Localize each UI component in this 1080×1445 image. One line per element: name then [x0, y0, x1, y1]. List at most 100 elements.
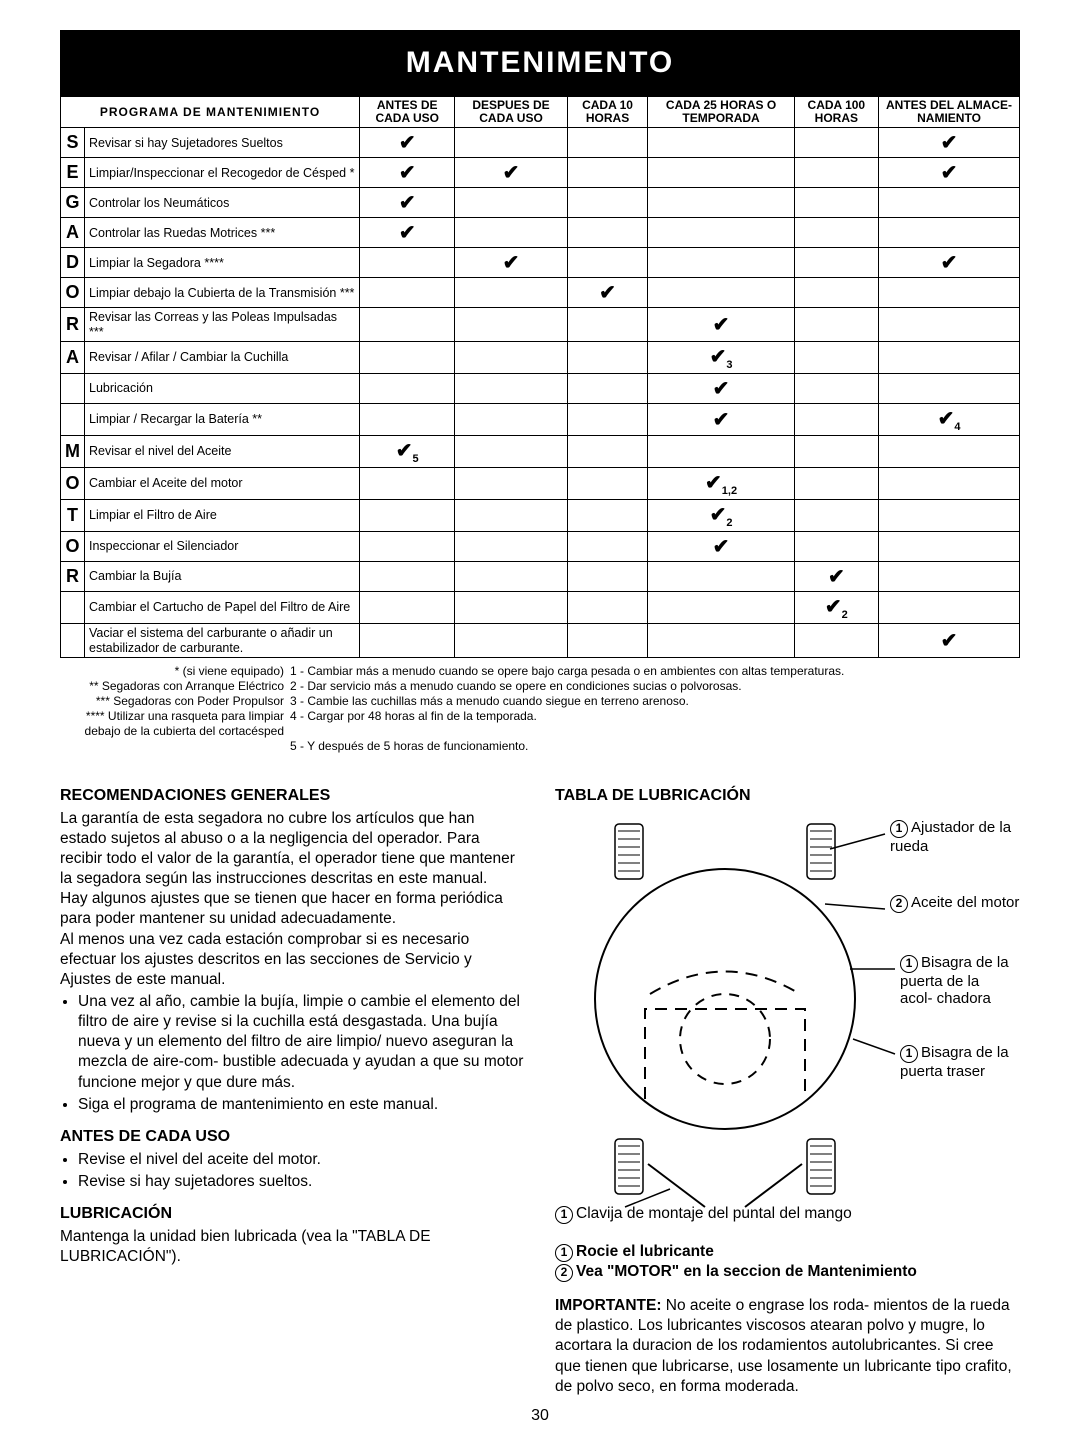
- task-cell: Lubricación: [85, 374, 360, 404]
- check-cell: [567, 562, 648, 592]
- side-letter: O: [61, 532, 85, 562]
- check-cell: [794, 436, 878, 468]
- check-cell: [879, 308, 1020, 342]
- footnote-right: 1 - Cambiar más a menudo cuando se opere…: [290, 664, 1020, 679]
- footnotes: * (si viene equipado)1 - Cambiar más a m…: [60, 664, 1020, 754]
- right-column: TABLA DE LUBRICACIÓN: [555, 774, 1020, 1397]
- col-5: ANTES DEL ALMACE- NAMIENTO: [879, 97, 1020, 128]
- check-cell: [648, 436, 794, 468]
- para-2: Hay algunos ajustes que se tienen que ha…: [60, 889, 525, 929]
- task-cell: Limpiar el Filtro de Aire: [85, 500, 360, 532]
- col-0: ANTES DE CADA USO: [360, 97, 455, 128]
- left-column: RECOMENDACIONES GENERALES La garantía de…: [60, 774, 525, 1397]
- check-cell: ✔: [879, 248, 1020, 278]
- check-cell: [794, 532, 878, 562]
- check-cell: [455, 404, 567, 436]
- banner-title: MANTENIMENTO: [60, 30, 1020, 96]
- check-cell: [360, 532, 455, 562]
- check-cell: [879, 278, 1020, 308]
- importante-label: IMPORTANTE:: [555, 1297, 661, 1314]
- check-cell: [794, 624, 878, 658]
- task-cell: Revisar el nivel del Aceite: [85, 436, 360, 468]
- check-cell: [455, 374, 567, 404]
- check-cell: ✔: [879, 158, 1020, 188]
- para-3: Al menos una vez cada estación comprobar…: [60, 930, 525, 990]
- key-2: Vea "MOTOR" en la seccion de Mantenimien…: [576, 1263, 917, 1280]
- side-letter: [61, 374, 85, 404]
- check-cell: [794, 188, 878, 218]
- check-cell: ✔: [879, 128, 1020, 158]
- task-cell: Cambiar la Bujía: [85, 562, 360, 592]
- side-letter: R: [61, 308, 85, 342]
- footnote-left: *** Segadoras con Poder Propulsor: [60, 694, 290, 709]
- check-cell: ✔: [455, 158, 567, 188]
- check-cell: [648, 592, 794, 624]
- check-cell: [879, 562, 1020, 592]
- check-cell: [794, 218, 878, 248]
- check-cell: [567, 532, 648, 562]
- side-letter: O: [61, 278, 85, 308]
- task-cell: Cambiar el Aceite del motor: [85, 468, 360, 500]
- key-1: Rocie el lubricante: [576, 1243, 714, 1260]
- side-letter: S: [61, 128, 85, 158]
- dl-1: Ajustador de la rueda: [890, 819, 1011, 855]
- side-letter: T: [61, 500, 85, 532]
- check-cell: [794, 158, 878, 188]
- check-cell: [567, 248, 648, 278]
- check-cell: [360, 500, 455, 532]
- para-4: Mantenga la unidad bien lubricada (vea l…: [60, 1227, 525, 1267]
- check-cell: [648, 218, 794, 248]
- check-cell: [567, 592, 648, 624]
- task-cell: Cambiar el Cartucho de Papel del Filtro …: [85, 592, 360, 624]
- check-cell: [567, 374, 648, 404]
- check-cell: [455, 218, 567, 248]
- check-cell: [794, 342, 878, 374]
- check-cell: [567, 404, 648, 436]
- check-cell: [879, 342, 1020, 374]
- check-cell: [794, 374, 878, 404]
- footnote-right: 3 - Cambie las cuchillas más a menudo cu…: [290, 694, 1020, 709]
- col-2: CADA 10 HORAS: [567, 97, 648, 128]
- check-cell: ✔1,2: [648, 468, 794, 500]
- check-cell: ✔: [455, 248, 567, 278]
- check-cell: [567, 218, 648, 248]
- para-1: La garantía de esta segadora no cubre lo…: [60, 809, 525, 890]
- check-cell: [455, 592, 567, 624]
- check-cell: [567, 500, 648, 532]
- bullet-3: Revise el nivel del aceite del motor.: [78, 1150, 525, 1170]
- check-cell: ✔: [648, 404, 794, 436]
- footnote-right: 5 - Y después de 5 horas de funcionamien…: [290, 739, 1020, 754]
- check-cell: [360, 308, 455, 342]
- check-cell: [455, 532, 567, 562]
- check-cell: [455, 188, 567, 218]
- heading-antes: ANTES DE CADA USO: [60, 1127, 525, 1148]
- col-1: DESPUES DE CADA USO: [455, 97, 567, 128]
- check-cell: [567, 188, 648, 218]
- bullet-2: Siga el programa de mantenimiento en est…: [78, 1095, 525, 1115]
- task-cell: Revisar / Afilar / Cambiar la Cuchilla: [85, 342, 360, 374]
- side-letter: R: [61, 562, 85, 592]
- check-cell: [455, 468, 567, 500]
- col-3: CADA 25 HORAS O TEMPORADA: [648, 97, 794, 128]
- check-cell: [360, 248, 455, 278]
- task-cell: Inspeccionar el Silenciador: [85, 532, 360, 562]
- side-letter: O: [61, 468, 85, 500]
- heading-recomendaciones: RECOMENDACIONES GENERALES: [60, 786, 525, 807]
- check-cell: [567, 342, 648, 374]
- side-letter: E: [61, 158, 85, 188]
- side-letter: [61, 624, 85, 658]
- task-cell: Revisar si hay Sujetadores Sueltos: [85, 128, 360, 158]
- task-cell: Revisar las Correas y las Poleas Impulsa…: [85, 308, 360, 342]
- bullet-4: Revise si hay sujetadores sueltos.: [78, 1172, 525, 1192]
- check-cell: [794, 468, 878, 500]
- heading-tabla-lub: TABLA DE LUBRICACIÓN: [555, 786, 1020, 807]
- check-cell: [455, 436, 567, 468]
- check-cell: [455, 278, 567, 308]
- check-cell: ✔3: [648, 342, 794, 374]
- task-cell: Controlar los Neumáticos: [85, 188, 360, 218]
- check-cell: [648, 128, 794, 158]
- task-cell: Limpiar debajo la Cubierta de la Transmi…: [85, 278, 360, 308]
- side-letter: D: [61, 248, 85, 278]
- footnote-left: * (si viene equipado): [60, 664, 290, 679]
- check-cell: ✔: [879, 624, 1020, 658]
